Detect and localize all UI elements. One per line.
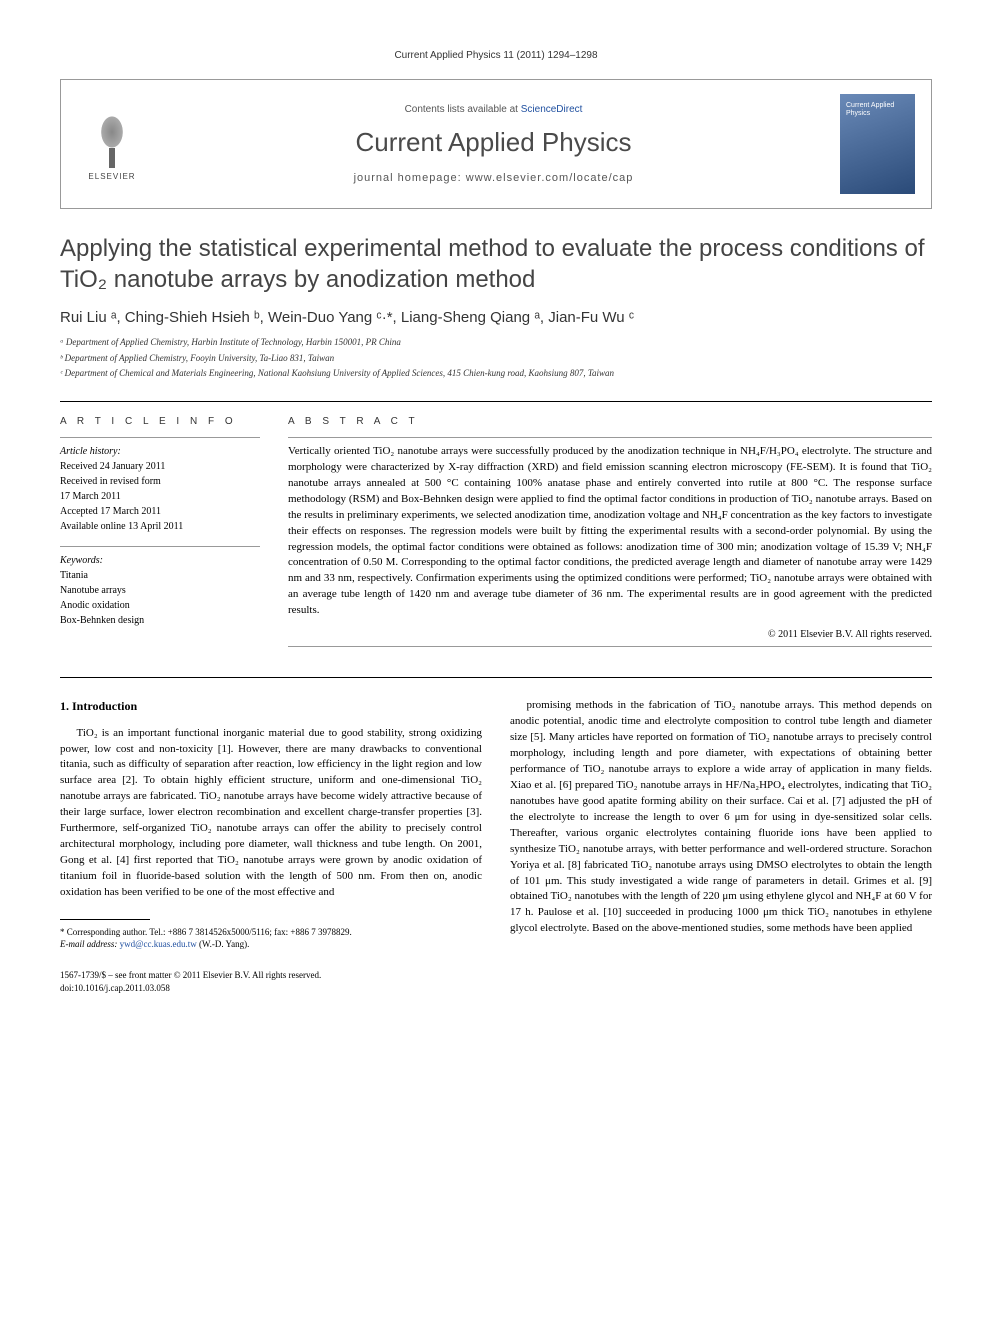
abstract-copyright: © 2011 Elsevier B.V. All rights reserved… (288, 629, 932, 640)
homepage-url[interactable]: www.elsevier.com/locate/cap (466, 172, 634, 184)
body-column-left: 1. Introduction TiO₂ is an important fun… (60, 698, 482, 994)
introduction-heading: 1. Introduction (60, 698, 482, 715)
info-divider (60, 437, 260, 438)
history-line-3: Accepted 17 March 2011 (60, 504, 260, 519)
history-line-1: Received in revised form (60, 474, 260, 489)
article-history-block: Article history: Received 24 January 201… (60, 444, 260, 534)
history-line-4: Available online 13 April 2011 (60, 519, 260, 534)
abstract-divider (288, 437, 932, 438)
elsevier-tree-icon (87, 108, 137, 168)
journal-cover-thumbnail: Current Applied Physics (840, 94, 915, 194)
affiliations: ᵃ Department of Applied Chemistry, Harbi… (60, 336, 932, 381)
front-matter-line: 1567-1739/$ – see front matter © 2011 El… (60, 969, 482, 982)
body-columns: 1. Introduction TiO₂ is an important fun… (60, 698, 932, 994)
abstract-bottom-divider (288, 646, 932, 647)
email-address[interactable]: ywd@cc.kuas.edu.tw (120, 939, 197, 949)
doi-line: doi:10.1016/j.cap.2011.03.058 (60, 982, 482, 995)
elsevier-text: ELSEVIER (88, 172, 135, 181)
journal-center: Contents lists available at ScienceDirec… (147, 104, 840, 184)
bottom-publisher-info: 1567-1739/$ – see front matter © 2011 El… (60, 969, 482, 994)
section-divider (60, 677, 932, 678)
keyword-0: Titania (60, 568, 260, 583)
article-title: Applying the statistical experimental me… (60, 233, 932, 295)
email-suffix: (W.-D. Yang). (197, 939, 250, 949)
section-divider (60, 401, 932, 402)
footnote-divider (60, 919, 150, 920)
keyword-3: Box-Behnken design (60, 613, 260, 628)
keywords-label: Keywords: (60, 553, 260, 568)
affiliation-b: ᵇ Department of Applied Chemistry, Fooyi… (60, 352, 932, 366)
abstract-column: A B S T R A C T Vertically oriented TiO₂… (288, 416, 932, 653)
abstract-text: Vertically oriented TiO₂ nanotube arrays… (288, 444, 932, 619)
contents-available-line: Contents lists available at ScienceDirec… (147, 104, 840, 115)
history-label: Article history: (60, 444, 260, 459)
keyword-1: Nanotube arrays (60, 583, 260, 598)
abstract-heading: A B S T R A C T (288, 416, 932, 427)
authors-line: Rui Liu ᵃ, Ching-Shieh Hsieh ᵇ, Wein-Duo… (60, 309, 932, 326)
keyword-2: Anodic oxidation (60, 598, 260, 613)
homepage-line: journal homepage: www.elsevier.com/locat… (147, 172, 840, 184)
body-column-right: promising methods in the fabrication of … (510, 698, 932, 994)
affiliation-a: ᵃ Department of Applied Chemistry, Harbi… (60, 336, 932, 350)
contents-prefix: Contents lists available at (405, 104, 521, 115)
corresponding-author-footnote: * Corresponding author. Tel.: +886 7 381… (60, 926, 482, 951)
keywords-block: Keywords: Titania Nanotube arrays Anodic… (60, 553, 260, 628)
email-label: E-mail address: (60, 939, 120, 949)
article-info-column: A R T I C L E I N F O Article history: R… (60, 416, 260, 653)
info-divider (60, 546, 260, 547)
article-info-heading: A R T I C L E I N F O (60, 416, 260, 427)
journal-header-box: ELSEVIER Contents lists available at Sci… (60, 79, 932, 209)
body-paragraph-left: TiO₂ is an important functional inorgani… (60, 726, 482, 901)
body-paragraph-right: promising methods in the fabrication of … (510, 698, 932, 937)
history-line-0: Received 24 January 2011 (60, 459, 260, 474)
corresponding-line: * Corresponding author. Tel.: +886 7 381… (60, 926, 482, 939)
journal-title: Current Applied Physics (147, 127, 840, 158)
page-citation: Current Applied Physics 11 (2011) 1294–1… (60, 50, 932, 61)
sciencedirect-link[interactable]: ScienceDirect (521, 104, 583, 115)
history-line-2: 17 March 2011 (60, 489, 260, 504)
affiliation-c: ᶜ Department of Chemical and Materials E… (60, 367, 932, 381)
info-abstract-row: A R T I C L E I N F O Article history: R… (60, 416, 932, 653)
homepage-prefix: journal homepage: (354, 172, 466, 184)
email-line: E-mail address: ywd@cc.kuas.edu.tw (W.-D… (60, 938, 482, 951)
elsevier-logo: ELSEVIER (77, 99, 147, 189)
cover-thumb-title: Current Applied Physics (846, 102, 909, 119)
